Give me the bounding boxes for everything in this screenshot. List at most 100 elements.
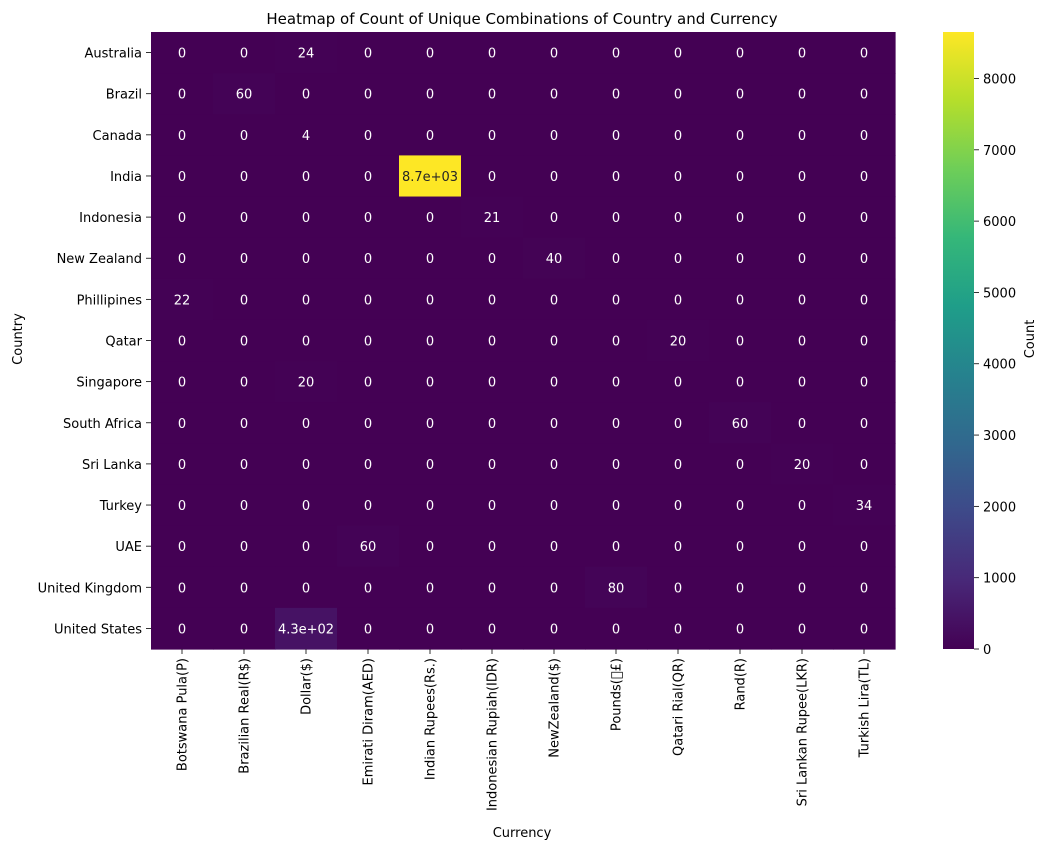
heatmap-cell	[337, 319, 400, 362]
heatmap-cell	[399, 114, 462, 156]
cell-value-label: 0	[240, 252, 248, 267]
heatmap-cell	[213, 402, 276, 444]
cell-value-label: 40	[546, 252, 563, 267]
cell-value-label: 0	[674, 47, 682, 62]
cell-value-label: 0	[364, 622, 372, 637]
cell-value-label: 0	[302, 581, 310, 596]
colorbar-label: Count	[1023, 320, 1038, 359]
heatmap-cell	[151, 114, 214, 156]
heatmap-cell	[833, 278, 896, 321]
cell-value-label: 0	[736, 129, 744, 144]
heatmap-cell	[151, 484, 214, 527]
y-tick-labels: Australia Brazil Canada India Indonesia New Z…	[38, 47, 151, 637]
cell-value-label: 0	[550, 335, 558, 350]
heatmap-cell	[337, 73, 400, 115]
heatmap-cell	[337, 278, 400, 321]
cell-value-label: 24	[298, 47, 315, 62]
heatmap-cell	[523, 361, 586, 403]
cell-value-label: 0	[488, 170, 496, 185]
heatmap-cell	[647, 114, 710, 156]
heatmap-cell	[523, 566, 586, 609]
heatmap-cell	[709, 278, 772, 321]
heatmap-cell	[585, 114, 648, 156]
heatmap-cell	[647, 484, 710, 527]
cell-value-label: 0	[798, 417, 806, 432]
cell-value-label: 0	[736, 499, 744, 514]
cell-value-label: 0	[612, 47, 620, 62]
cell-value-label: 0	[612, 170, 620, 185]
cell-value-label: 0	[798, 622, 806, 637]
heatmap-cell	[213, 237, 276, 280]
cell-value-label: 0	[550, 622, 558, 637]
heatmap-cell	[709, 32, 772, 74]
cell-value-label: 0	[674, 129, 682, 144]
heatmap-cells: 0 0 24 0 0 0 0 0 0 0 0 0 0 60 0 0 0 0 0 0 0 0 0 0 0 0 4 0 0 0 0 0 0 0 0 0 0 0…	[151, 32, 896, 650]
cell-value-label: 0	[612, 540, 620, 555]
heatmap-cell	[213, 484, 276, 527]
heatmap-cell	[275, 607, 338, 650]
heatmap-cell	[213, 73, 276, 115]
heatmap-cell	[275, 114, 338, 156]
cell-value-label: 0	[798, 293, 806, 308]
cell-value-label: 20	[670, 335, 687, 350]
heatmap-cell	[151, 155, 214, 198]
y-tick-label: Indonesia	[79, 211, 142, 226]
heatmap-cell	[151, 278, 214, 321]
cell-value-label: 0	[240, 47, 248, 62]
heatmap-cell	[213, 32, 276, 74]
y-tick-label: South Africa	[63, 417, 142, 432]
cell-value-label: 60	[360, 540, 377, 555]
cell-value-label: 0	[426, 458, 434, 473]
heatmap-cell	[461, 114, 524, 156]
heatmap-cell	[771, 566, 834, 609]
heatmap-cell	[213, 196, 276, 239]
cell-value-label: 0	[736, 252, 744, 267]
cell-value-label: 0	[612, 335, 620, 350]
cell-value-label: 0	[240, 622, 248, 637]
cell-value-label: 0	[302, 293, 310, 308]
heatmap-cell	[523, 155, 586, 198]
heatmap-cell	[275, 196, 338, 239]
y-tick-label: UAE	[115, 540, 142, 555]
y-tick-label: Qatar	[105, 335, 142, 350]
heatmap-cell	[833, 32, 896, 74]
heatmap-cell	[647, 155, 710, 198]
cell-value-label: 0	[426, 622, 434, 637]
heatmap-cell	[151, 32, 214, 74]
heatmap-cell	[523, 73, 586, 115]
cell-value-label: 0	[674, 88, 682, 103]
cell-value-label: 0	[426, 293, 434, 308]
heatmap-cell	[399, 32, 462, 74]
heatmap-cell	[585, 155, 648, 198]
heatmap-cell	[337, 402, 400, 444]
x-tick-label: Emirati Diram(AED)	[362, 658, 377, 786]
heatmap-cell	[461, 278, 524, 321]
heatmap-cell	[337, 443, 400, 486]
heatmap-cell	[585, 196, 648, 239]
cell-value-label: 0	[736, 293, 744, 308]
heatmap-cell	[523, 525, 586, 568]
heatmap-cell	[399, 607, 462, 650]
cell-value-label: 0	[860, 458, 868, 473]
cell-value-label: 0	[240, 293, 248, 308]
cell-value-label: 0	[798, 211, 806, 226]
heatmap-cell	[833, 402, 896, 444]
cell-value-label: 0	[612, 622, 620, 637]
cell-value-label: 0	[798, 170, 806, 185]
cell-value-label: 0	[240, 376, 248, 391]
heatmap-cell	[709, 484, 772, 527]
cell-value-label: 0	[736, 88, 744, 103]
colorbar-tick-label: 7000	[983, 144, 1016, 159]
cell-value-label: 0	[550, 88, 558, 103]
cell-value-label: 0	[736, 540, 744, 555]
cell-value-label: 0	[364, 88, 372, 103]
heatmap-cell	[585, 237, 648, 280]
heatmap-cell	[275, 566, 338, 609]
cell-value-label: 0	[302, 335, 310, 350]
heatmap-cell	[647, 443, 710, 486]
heatmap-cell	[399, 484, 462, 527]
cell-value-label: 0	[612, 293, 620, 308]
x-tick-label: Brazilian Real(R$)	[238, 658, 253, 774]
cell-value-label: 0	[674, 458, 682, 473]
cell-value-label: 0	[488, 581, 496, 596]
